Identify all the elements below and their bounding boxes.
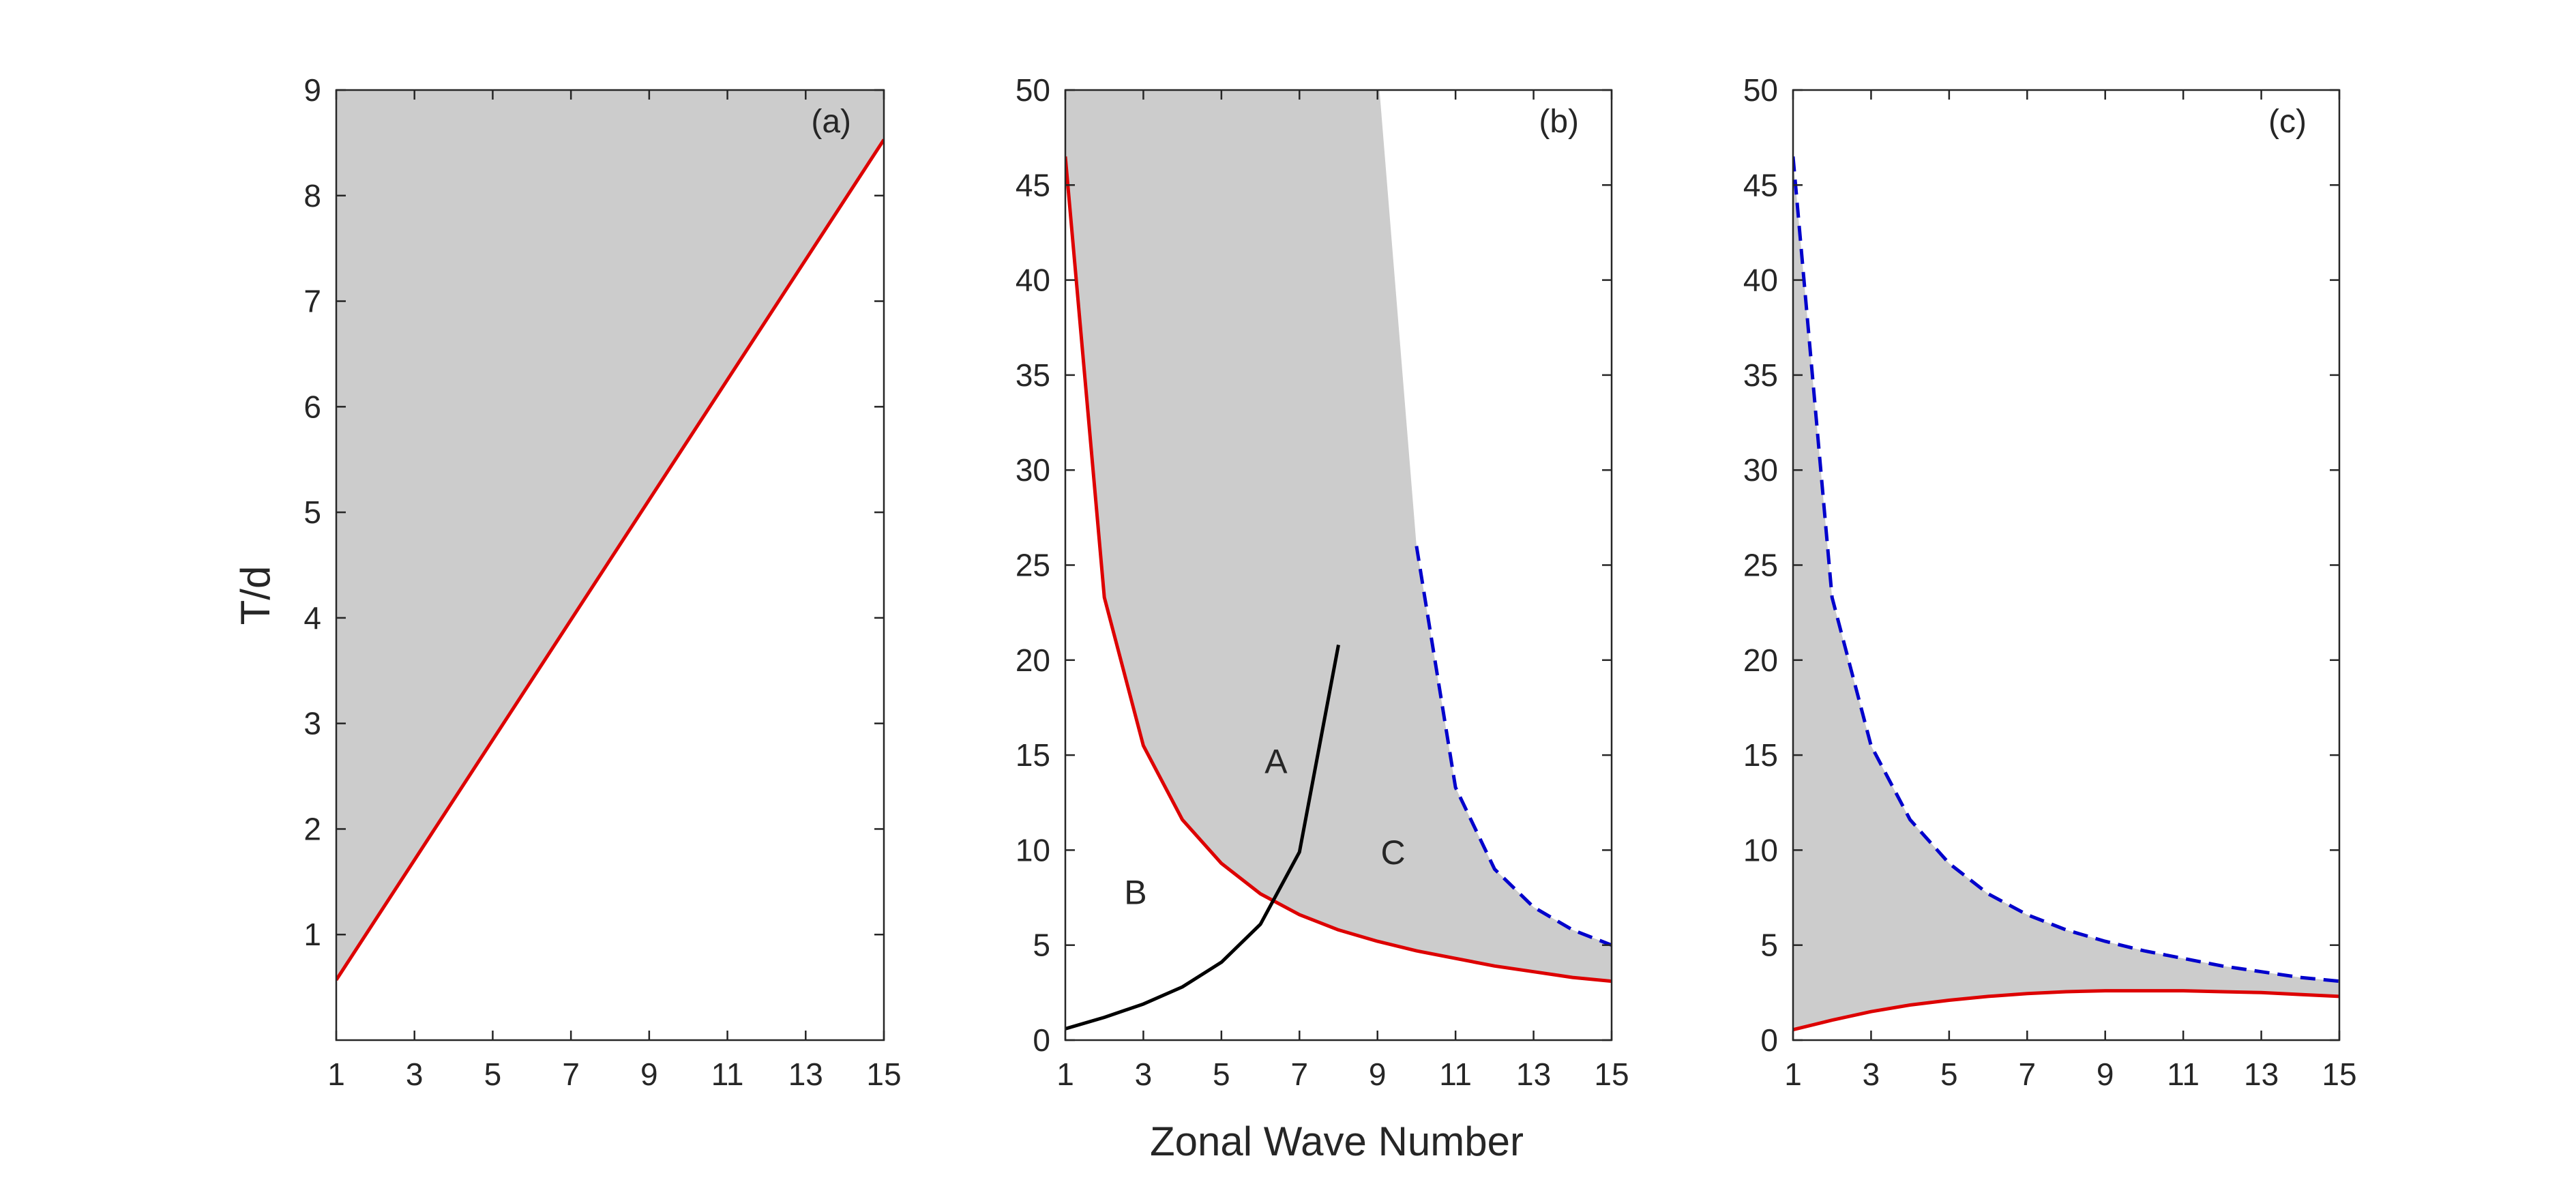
x-tick-label: 3 xyxy=(1135,1056,1153,1092)
x-tick-label: 3 xyxy=(406,1056,424,1092)
y-tick-label: 2 xyxy=(304,811,321,846)
y-tick-label: 5 xyxy=(1033,928,1050,963)
series-line-1 xyxy=(336,138,884,981)
x-tick-label: 5 xyxy=(1213,1056,1230,1092)
y-tick-label: 45 xyxy=(1016,167,1050,203)
x-tick-label: 1 xyxy=(1784,1056,1802,1092)
x-axis-title: Zonal Wave Number xyxy=(1150,1119,1524,1164)
panel-label: (a) xyxy=(811,104,851,140)
y-tick-label: 8 xyxy=(304,178,321,213)
series-line-2 xyxy=(1793,989,2339,1032)
y-tick-label: 4 xyxy=(304,600,321,636)
y-tick-label: 30 xyxy=(1016,452,1050,488)
shaded-region-1 xyxy=(1793,156,2339,1030)
y-tick-label: 35 xyxy=(1016,357,1050,393)
y-axis-title: T/d xyxy=(233,566,278,625)
x-tick-label: 15 xyxy=(1594,1056,1629,1092)
x-tick-label: 9 xyxy=(2097,1056,2114,1092)
x-tick-label: 9 xyxy=(1369,1056,1387,1092)
y-tick-label: 50 xyxy=(1743,72,1778,108)
y-tick-label: 7 xyxy=(304,284,321,319)
plot-content xyxy=(336,90,884,981)
x-tick-label: 5 xyxy=(484,1056,502,1092)
x-tick-label: 11 xyxy=(711,1056,744,1092)
y-tick-label: 0 xyxy=(1033,1022,1050,1058)
y-tick-label: 20 xyxy=(1743,642,1778,678)
x-tick-label: 11 xyxy=(2167,1056,2200,1092)
y-tick-label: 40 xyxy=(1016,263,1050,298)
y-tick-label: 30 xyxy=(1743,452,1778,488)
y-tick-label: 45 xyxy=(1743,167,1778,203)
series-line-3 xyxy=(1415,546,1612,947)
panel-label: (b) xyxy=(1539,104,1579,140)
x-tick-label: 15 xyxy=(866,1056,901,1092)
series-line-1 xyxy=(1065,156,1612,984)
x-tick-label: 7 xyxy=(1290,1056,1308,1092)
y-tick-label: 9 xyxy=(304,72,321,108)
region-label-b: B xyxy=(1124,874,1146,912)
panel-label: (c) xyxy=(2268,104,2307,140)
x-tick-label: 15 xyxy=(2322,1056,2356,1092)
shaded-region-1 xyxy=(336,90,884,980)
y-tick-label: 5 xyxy=(1760,928,1778,963)
y-tick-label: 6 xyxy=(304,389,321,424)
y-tick-label: 10 xyxy=(1743,832,1778,868)
x-tick-label: 13 xyxy=(788,1056,823,1092)
shaded-region-1 xyxy=(1065,90,1612,1040)
x-tick-label: 7 xyxy=(562,1056,580,1092)
plot-content xyxy=(1793,156,2339,1032)
x-tick-label: 11 xyxy=(1439,1056,1472,1092)
plot-content xyxy=(1065,90,1612,1040)
series-line-2 xyxy=(1065,645,1340,1031)
x-tick-label: 1 xyxy=(1056,1056,1074,1092)
y-tick-label: 20 xyxy=(1016,642,1050,678)
y-tick-label: 15 xyxy=(1743,737,1778,773)
x-tick-label: 7 xyxy=(2018,1056,2036,1092)
x-tick-label: 13 xyxy=(1516,1056,1551,1092)
y-tick-label: 15 xyxy=(1016,737,1050,773)
y-tick-label: 3 xyxy=(304,706,321,741)
x-tick-label: 5 xyxy=(1940,1056,1958,1092)
y-tick-label: 1 xyxy=(304,917,321,952)
x-tick-label: 1 xyxy=(327,1056,345,1092)
x-tick-label: 9 xyxy=(640,1056,658,1092)
y-tick-label: 10 xyxy=(1016,832,1050,868)
x-tick-label: 3 xyxy=(1863,1056,1880,1092)
x-tick-label: 13 xyxy=(2244,1056,2279,1092)
y-tick-label: 50 xyxy=(1016,72,1050,108)
y-tick-label: 0 xyxy=(1760,1022,1778,1058)
region-label-a: A xyxy=(1264,742,1288,780)
y-tick-label: 25 xyxy=(1743,548,1778,583)
axes-frame xyxy=(335,89,885,1041)
y-tick-label: 5 xyxy=(304,494,321,530)
region-label-c: C xyxy=(1381,833,1406,872)
y-tick-label: 25 xyxy=(1016,548,1050,583)
y-tick-label: 35 xyxy=(1743,357,1778,393)
y-tick-label: 40 xyxy=(1743,263,1778,298)
